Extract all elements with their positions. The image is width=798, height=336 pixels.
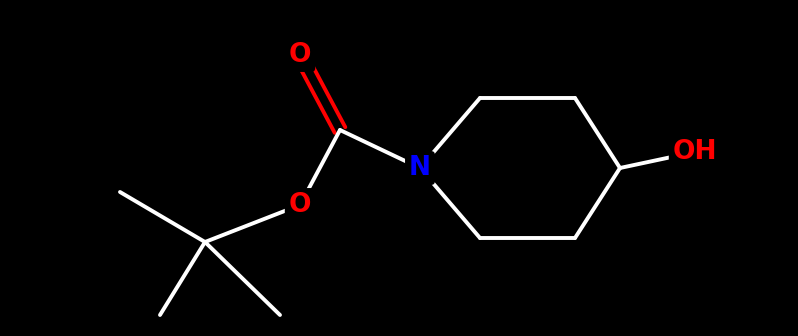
- Text: O: O: [289, 192, 311, 218]
- Text: N: N: [409, 155, 431, 181]
- Text: O: O: [289, 42, 311, 68]
- Text: O: O: [289, 42, 311, 68]
- Text: O: O: [289, 192, 311, 218]
- Text: OH: OH: [673, 139, 717, 165]
- Text: N: N: [409, 155, 431, 181]
- Text: OH: OH: [673, 139, 717, 165]
